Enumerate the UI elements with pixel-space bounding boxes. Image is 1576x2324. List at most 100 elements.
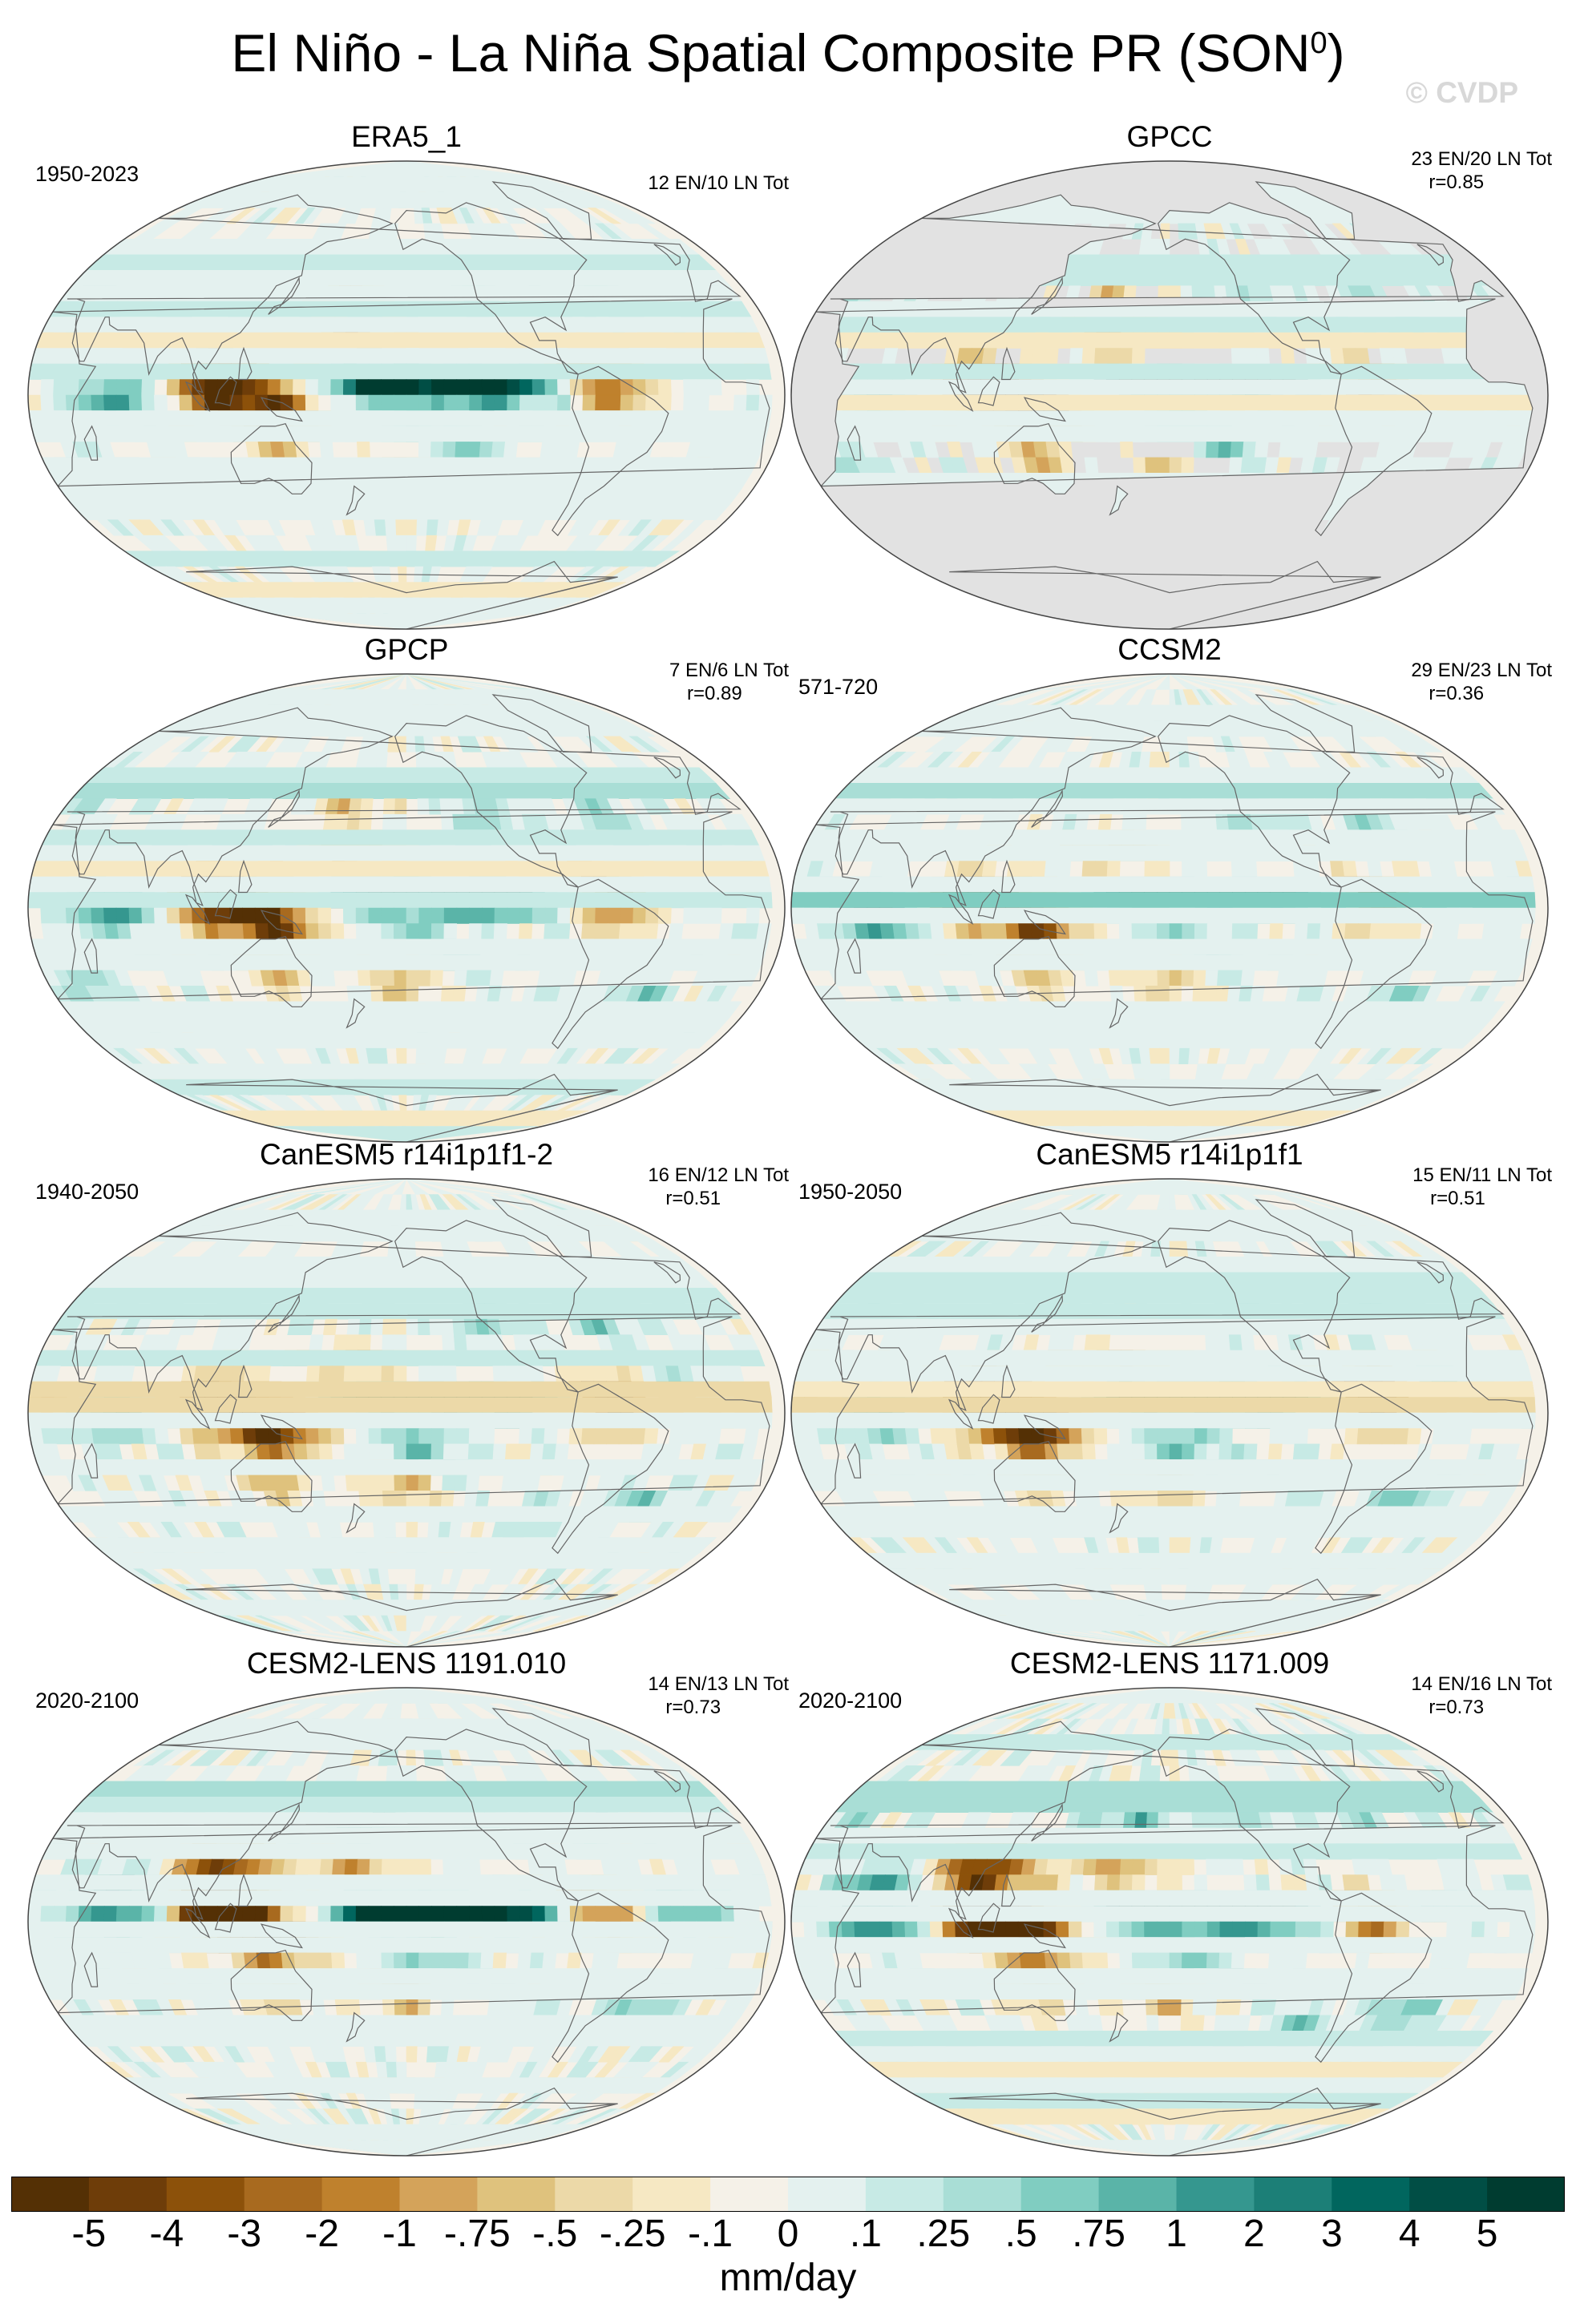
grid-cell [1093, 923, 1108, 940]
grid-cell [657, 394, 672, 411]
grid-cell [35, 954, 766, 971]
grid-cell [1144, 861, 1158, 878]
grid-cell [1432, 923, 1447, 940]
grid-cell [798, 954, 1529, 971]
grid-cell [270, 442, 285, 458]
grid-cell [442, 442, 457, 458]
grid-cell [217, 689, 589, 706]
grid-cell [78, 379, 92, 396]
grid-cell [587, 208, 622, 224]
grid-cell [35, 845, 766, 861]
coastline-madagascar [847, 425, 862, 461]
panel-event-count: 23 EN/20 LN Tot [1411, 148, 1552, 170]
grid-cell [632, 394, 647, 411]
grid-cell [204, 923, 220, 940]
map-field [28, 161, 785, 629]
grid-cell [436, 519, 450, 536]
grid-cell [30, 426, 770, 442]
grid-cell [1181, 970, 1194, 986]
coastline-nz [346, 485, 366, 516]
grid-cell [981, 348, 997, 365]
grid-cell [956, 348, 972, 365]
grid-cell [481, 923, 495, 940]
grid-cell [942, 704, 1389, 721]
grid-cell [179, 1209, 626, 1226]
grid-cell [1081, 861, 1096, 878]
grid-cell [1330, 348, 1345, 365]
map-panel: CCSM2 571-720 29 EN/23 LN Tot r=0.36 [789, 633, 1552, 1146]
coastline-australia [993, 422, 1076, 494]
grid-cell [481, 394, 495, 411]
grid-cell [815, 317, 1523, 333]
precip-map [27, 160, 786, 630]
grid-cell [507, 379, 520, 396]
grid-cell [1219, 923, 1233, 940]
grid-cell [1020, 442, 1037, 458]
grid-cell [1252, 457, 1267, 474]
grid-cell [645, 379, 660, 396]
grid-cell [733, 394, 748, 411]
grid-cell [59, 488, 742, 505]
grid-cell [1206, 923, 1221, 940]
grid-cell [1230, 442, 1244, 458]
grid-cell [355, 394, 370, 411]
grid-cell [1032, 861, 1047, 878]
grid-cell [141, 923, 157, 940]
grid-cell [358, 813, 373, 830]
grid-cell [337, 798, 351, 815]
grid-cell [1276, 457, 1291, 474]
map-outline [27, 160, 786, 630]
grid-cell [1216, 970, 1231, 986]
grid-cell [406, 379, 420, 396]
grid-cell [756, 923, 772, 940]
grid-cell [1119, 348, 1134, 365]
grid-cell [153, 907, 168, 924]
coastline-madagascar [83, 425, 99, 461]
grid-cell [479, 442, 494, 458]
grid-cell [242, 394, 256, 411]
grid-cell [1206, 442, 1220, 458]
grid-cell [557, 379, 571, 396]
grid-cell [848, 1032, 1480, 1049]
grid-cell [85, 767, 717, 784]
grid-cell [79, 923, 95, 940]
grid-cell [804, 829, 1523, 846]
grid-cell [267, 923, 282, 940]
grid-cell [342, 394, 357, 411]
grid-cell [358, 985, 373, 1003]
grid-cell [431, 379, 445, 396]
grid-cell [1108, 970, 1123, 986]
grid-cell [1081, 348, 1096, 365]
grid-cell [544, 907, 559, 924]
grid-cell [834, 1016, 1494, 1034]
grid-cell [531, 907, 546, 924]
grid-cell [695, 394, 709, 411]
grid-cell [443, 907, 458, 924]
grid-cell [217, 923, 232, 940]
grid-cell [141, 394, 156, 411]
grid-cell [103, 923, 119, 940]
grid-cell [1394, 923, 1409, 940]
grid-cell [103, 239, 700, 256]
grid-cell [1081, 923, 1095, 940]
grid-cell [1159, 752, 1170, 769]
grid-cell [242, 923, 257, 940]
grid-cell [40, 379, 55, 396]
grid-cell [504, 208, 527, 224]
figure-title: El Niño - La Niña Spatial Composite PR (… [0, 22, 1576, 83]
grid-cell [1506, 923, 1522, 940]
grid-cell [1205, 970, 1219, 986]
grid-cell [794, 938, 1533, 955]
grid-cell [1157, 970, 1170, 986]
grid-cell [1381, 923, 1396, 940]
grid-cell [415, 1047, 427, 1065]
grid-cell [1018, 923, 1032, 940]
grid-cell [632, 379, 647, 396]
grid-cell [1192, 813, 1206, 830]
grid-cell [1193, 970, 1206, 986]
panel-event-count: 7 EN/6 LN Tot [669, 660, 789, 681]
grid-cell [708, 907, 722, 924]
grid-cell [128, 379, 143, 396]
grid-cell [1193, 442, 1207, 458]
grid-cell [943, 923, 958, 940]
